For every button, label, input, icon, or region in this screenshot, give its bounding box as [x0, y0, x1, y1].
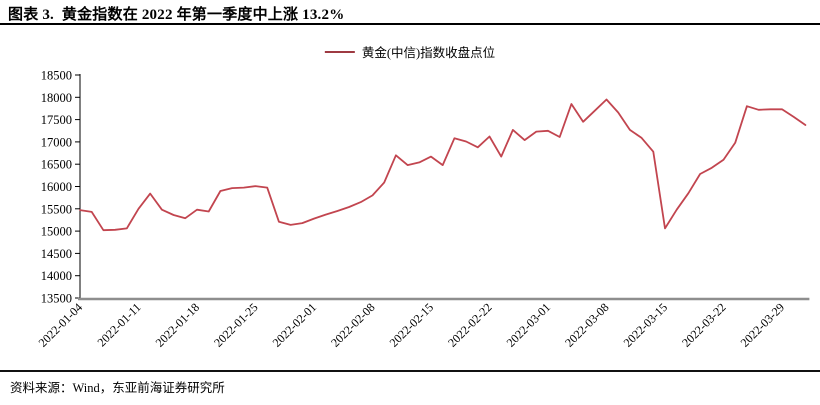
x-tick-label: 2022-03-29 — [738, 300, 787, 349]
y-tick-label: 14500 — [41, 247, 72, 261]
y-tick-label: 17000 — [41, 135, 72, 149]
y-tick-label: 16500 — [41, 158, 72, 172]
x-tick-label: 2022-03-15 — [621, 300, 670, 349]
y-tick-label: 16000 — [41, 180, 72, 194]
y-tick-label: 15500 — [41, 202, 72, 216]
x-tick-label: 2022-01-25 — [211, 300, 260, 349]
x-tick-label: 2022-02-01 — [270, 300, 319, 349]
y-tick-label: 13500 — [41, 292, 72, 306]
footer-divider — [0, 370, 820, 372]
x-tick-label: 2022-03-22 — [679, 300, 728, 349]
legend-label: 黄金(中信)指数收盘点位 — [361, 46, 496, 60]
chart-legend: 黄金(中信)指数收盘点位 — [324, 42, 496, 61]
x-tick-label: 2022-03-01 — [504, 300, 553, 349]
figure-title: 图表 3. 黄金指数在 2022 年第一季度中上涨 13.2% — [8, 7, 345, 23]
y-tick-label: 18000 — [41, 91, 72, 105]
x-tick-label: 2022-01-11 — [94, 300, 143, 349]
title-divider — [0, 23, 820, 25]
gold-index-series-line — [79, 98, 807, 232]
x-tick-label: 2022-02-08 — [328, 300, 377, 349]
x-tick-label: 2022-02-15 — [387, 300, 436, 349]
x-tick-label: 2022-01-04 — [36, 300, 85, 349]
x-tick-label: 2022-02-22 — [445, 300, 494, 349]
x-tick-label: 2022-03-08 — [562, 300, 611, 349]
y-tick-label: 15000 — [41, 225, 72, 239]
y-tick-label: 18500 — [41, 69, 72, 83]
y-tick-label: 17500 — [41, 113, 72, 127]
y-tick-label: 14000 — [41, 269, 72, 283]
legend-line-swatch — [324, 50, 355, 53]
x-tick-label: 2022-01-18 — [153, 300, 202, 349]
source-note: 资料来源：Wind，东亚前海证券研究所 — [10, 381, 225, 395]
